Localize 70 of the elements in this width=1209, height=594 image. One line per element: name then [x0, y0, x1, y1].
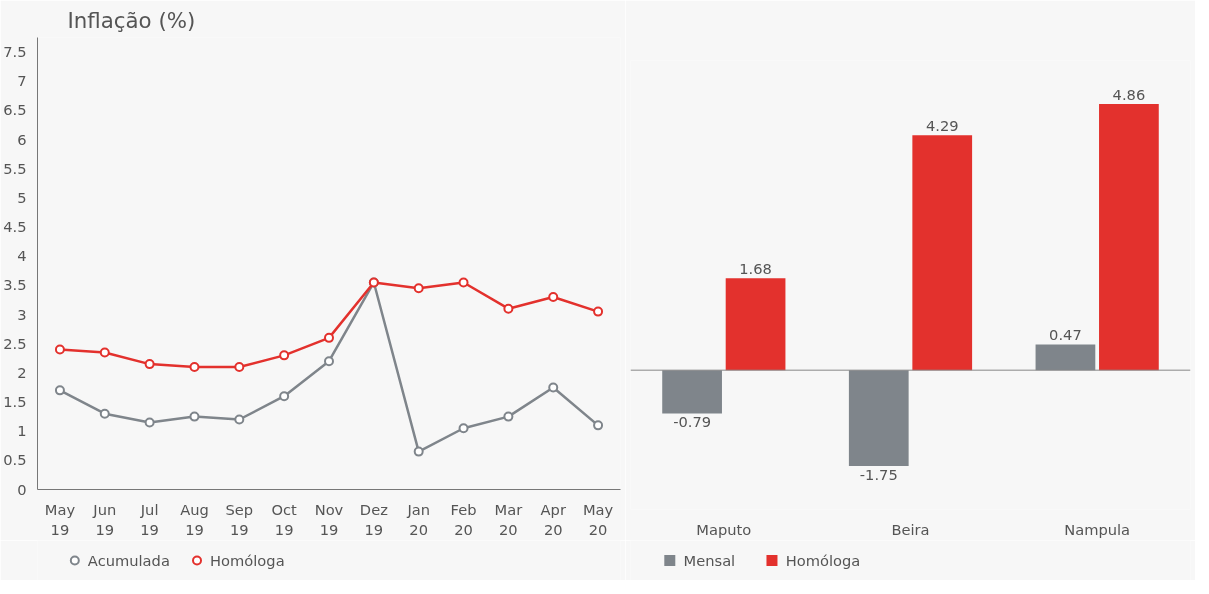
x-tick-label: Feb 20: [450, 500, 477, 538]
x-tick-label: Apr 20: [540, 500, 567, 538]
point: [279, 391, 290, 402]
point: [324, 356, 334, 367]
y-tick-label: 6: [17, 130, 27, 148]
point: [189, 411, 200, 422]
y-tick-label: 4: [17, 247, 27, 265]
data-label: -0.79: [673, 413, 712, 431]
y-tick-label: 2.5: [3, 334, 27, 352]
data-label: 1.68: [739, 260, 772, 278]
bar: [912, 135, 973, 371]
point: [413, 446, 424, 457]
y-tick-label: 0.5: [3, 451, 27, 469]
point: [144, 359, 155, 370]
point: [503, 411, 514, 422]
data-label: 0.47: [1049, 326, 1082, 344]
x-tick-label: Beira: [891, 520, 930, 538]
x-tick-label: Oct 19: [271, 500, 298, 538]
y-tick-label: 7: [17, 72, 27, 90]
x-tick-label: Aug 19: [180, 500, 209, 538]
point: [324, 332, 334, 343]
point: [503, 303, 514, 314]
point: [189, 362, 200, 373]
bar: [725, 278, 786, 371]
y-tick-label: 3: [17, 305, 27, 323]
point: [54, 344, 65, 355]
point: [99, 408, 110, 419]
x-tick-label: Mar 20: [494, 500, 524, 538]
x-tick-label: Jul 19: [139, 500, 159, 538]
legend-label: Homóloga: [210, 552, 285, 569]
y-tick-label: 5.5: [3, 159, 27, 177]
point: [458, 277, 469, 288]
x-tick-label: Jan 20: [406, 500, 430, 538]
y-tick-label: 1.5: [3, 393, 27, 411]
point: [234, 414, 245, 425]
point: [593, 306, 604, 317]
bar: [1099, 103, 1159, 371]
x-tick-label: Jun 19: [92, 500, 117, 538]
point: [548, 382, 559, 393]
point: [593, 420, 604, 431]
x-tick-label: May 19: [44, 500, 76, 538]
chart-title: Inflação (%): [67, 7, 196, 33]
point: [279, 350, 290, 361]
y-tick-label: 4.5: [3, 218, 27, 236]
y-tick-label: 0: [17, 480, 27, 498]
x-tick-label: Nov 19: [314, 500, 344, 538]
point: [99, 347, 110, 358]
x-tick-label: Nampula: [1064, 520, 1131, 538]
x-tick-label: May 20: [582, 500, 614, 538]
point: [548, 292, 559, 303]
y-tick-label: 1: [17, 422, 27, 440]
y-tick-label: 3.5: [3, 276, 27, 294]
legend-label: Homóloga: [785, 552, 861, 569]
data-label: 4.86: [1112, 85, 1146, 103]
y-tick-label: 6.5: [3, 101, 27, 119]
x-tick-label: Sep 19: [225, 500, 254, 538]
x-tick-label: Dez 19: [359, 500, 389, 538]
point: [413, 283, 424, 294]
point: [144, 417, 155, 428]
data-label: -1.75: [859, 466, 898, 484]
legend-label: Acumulada: [87, 552, 170, 569]
point: [234, 362, 245, 373]
legend-label: Mensal: [683, 552, 736, 569]
point: [54, 385, 65, 396]
data-label: 4.29: [925, 117, 959, 135]
y-tick-label: 2: [17, 363, 27, 381]
y-tick-label: 5: [17, 188, 27, 206]
y-tick-label: 7.5: [3, 43, 27, 61]
point: [458, 423, 469, 434]
x-tick-label: Maputo: [696, 520, 752, 538]
